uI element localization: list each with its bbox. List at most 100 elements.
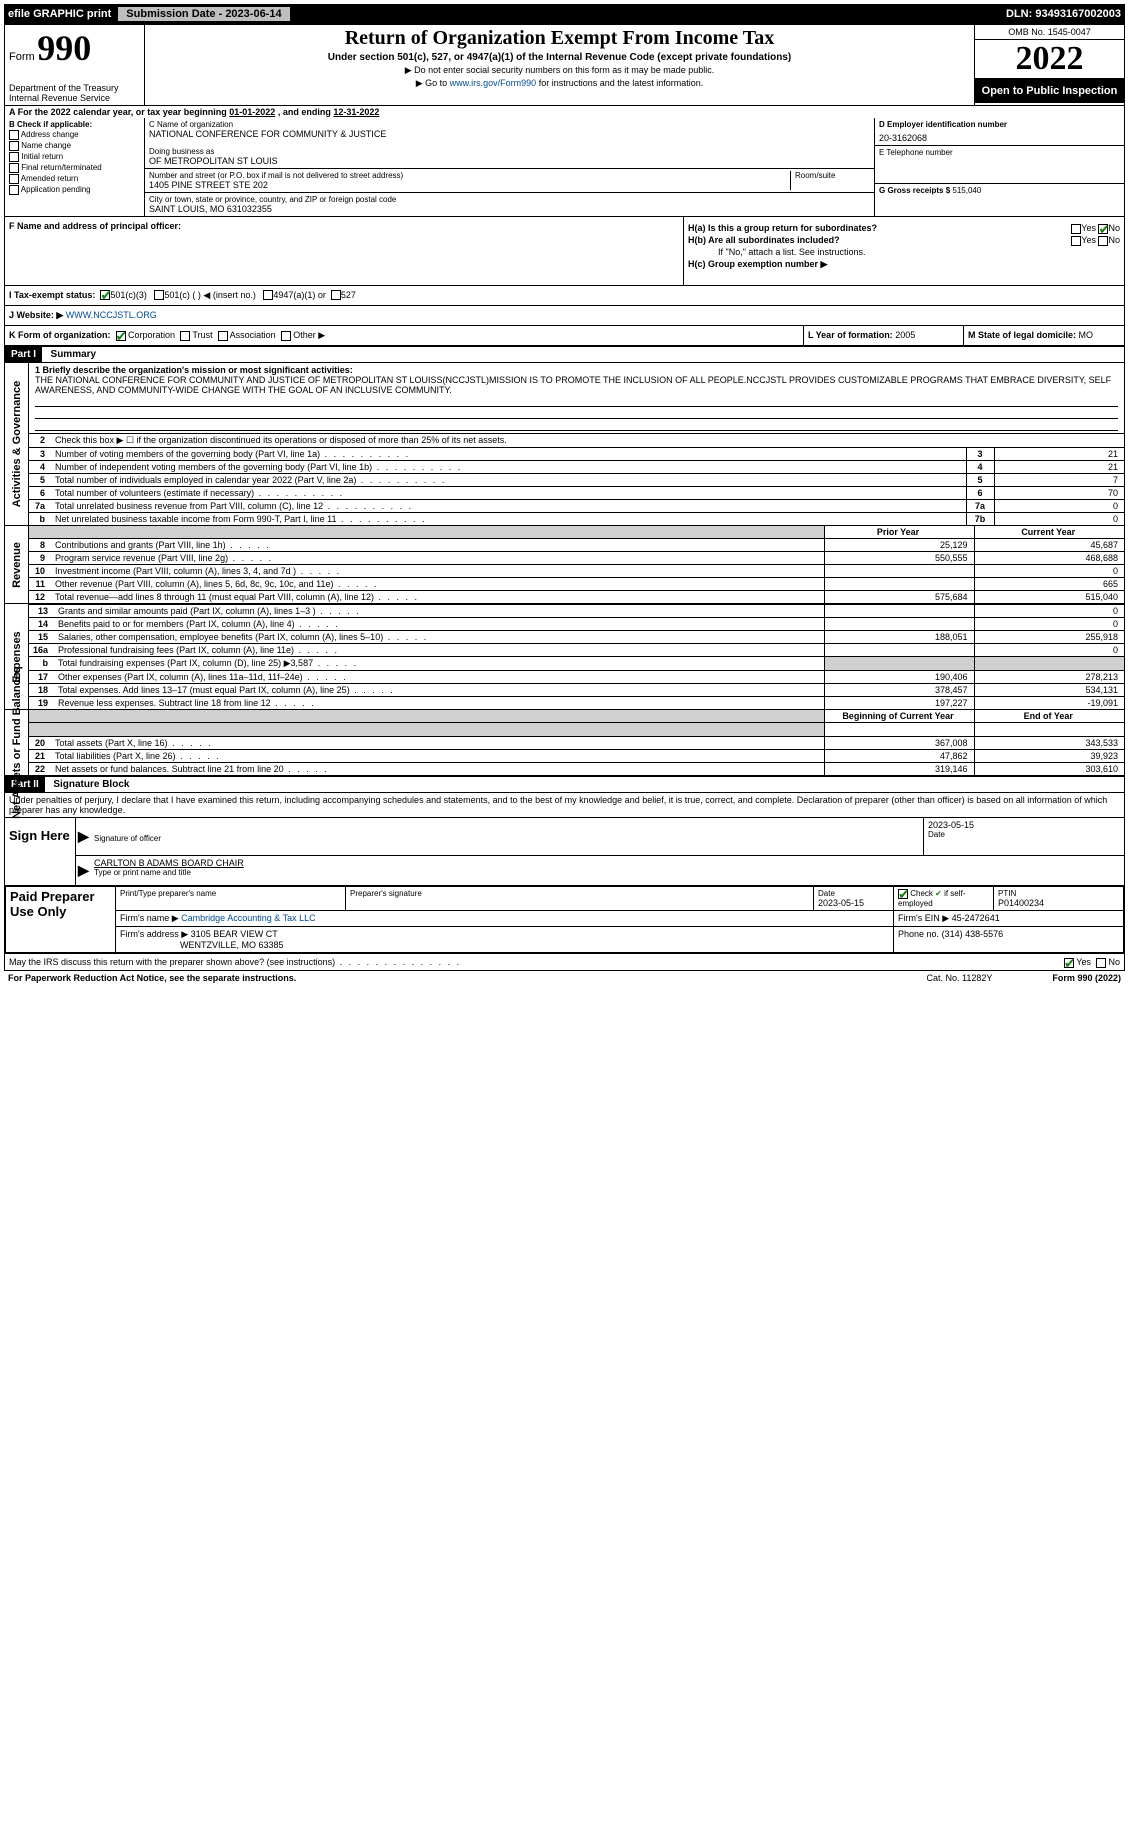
officer-name-title: CARLTON B ADAMS BOARD CHAIR bbox=[94, 858, 1120, 868]
k-label: K Form of organization: bbox=[9, 330, 111, 340]
hb-yes[interactable] bbox=[1071, 236, 1081, 246]
form-container: Form 990 Department of the Treasury Inte… bbox=[4, 24, 1125, 971]
begin-hdr: Beginning of Current Year bbox=[824, 710, 974, 723]
efile-label: efile GRAPHIC print bbox=[8, 8, 111, 20]
net-table: Beginning of Current YearEnd of Year 20T… bbox=[29, 710, 1124, 775]
instr-ssn: ▶ Do not enter social security numbers o… bbox=[149, 65, 970, 76]
may-irs-text: May the IRS discuss this return with the… bbox=[9, 957, 335, 967]
irs-link[interactable]: www.irs.gov/Form990 bbox=[450, 78, 537, 88]
expenses-section: Expenses 13Grants and similar amounts pa… bbox=[5, 604, 1124, 710]
part1-header: Part I Summary bbox=[5, 346, 1124, 363]
section-klm: K Form of organization: Corporation Trus… bbox=[5, 326, 1124, 346]
chk-trust[interactable] bbox=[180, 331, 190, 341]
submission-date-button[interactable]: Submission Date - 2023-06-14 bbox=[117, 6, 290, 22]
chk-initial[interactable]: Initial return bbox=[9, 152, 140, 162]
sig-date-label: Date bbox=[928, 830, 1120, 839]
chk-self-employed[interactable] bbox=[898, 889, 908, 899]
phone-label: E Telephone number bbox=[879, 148, 1120, 157]
section-b-label: B Check if applicable: bbox=[9, 120, 140, 129]
period-a: A For the 2022 calendar year, or tax yea… bbox=[9, 107, 229, 117]
mission-box: 1 Briefly describe the organization's mi… bbox=[29, 363, 1124, 433]
omb-number: OMB No. 1545-0047 bbox=[975, 25, 1124, 40]
city-value: SAINT LOUIS, MO 631032355 bbox=[149, 204, 870, 214]
table-row: 15Salaries, other compensation, employee… bbox=[29, 631, 1124, 644]
chk-other[interactable] bbox=[281, 331, 291, 341]
hb-note: If "No," attach a list. See instructions… bbox=[688, 247, 1120, 257]
firm-name-label: Firm's name ▶ bbox=[120, 913, 179, 923]
end-hdr: End of Year bbox=[974, 710, 1124, 723]
chk-4947[interactable] bbox=[263, 290, 273, 300]
chk-501c[interactable] bbox=[154, 290, 164, 300]
may-irs-yes[interactable] bbox=[1064, 958, 1074, 968]
officer-label: F Name and address of principal officer: bbox=[9, 221, 181, 231]
chk-corp[interactable] bbox=[116, 331, 126, 341]
chk-name[interactable]: Name change bbox=[9, 141, 140, 151]
dept-irs: Internal Revenue Service bbox=[9, 93, 140, 103]
chk-501c3[interactable] bbox=[100, 290, 110, 300]
firm-addr2: WENTZVILLE, MO 63385 bbox=[180, 940, 284, 950]
chk-assoc[interactable] bbox=[218, 331, 228, 341]
firm-phone-label: Phone no. bbox=[898, 929, 939, 939]
dln-label: DLN: 93493167002003 bbox=[1006, 8, 1121, 20]
section-deg: D Employer identification number 20-3162… bbox=[874, 118, 1124, 216]
table-row: 12Total revenue—add lines 8 through 11 (… bbox=[29, 591, 1124, 604]
ha-yes[interactable] bbox=[1071, 224, 1081, 234]
sig-officer-label: Signature of officer bbox=[94, 834, 919, 843]
dba-label: Doing business as bbox=[149, 147, 870, 156]
may-irs-row: May the IRS discuss this return with the… bbox=[5, 953, 1124, 970]
open-public-badge: Open to Public Inspection bbox=[975, 79, 1124, 103]
chk-pending[interactable]: Application pending bbox=[9, 185, 140, 195]
form-label: Form bbox=[9, 51, 35, 63]
table-row: 6Total number of volunteers (estimate if… bbox=[29, 487, 1124, 500]
vlabel-rev: Revenue bbox=[5, 526, 29, 603]
form-title: Return of Organization Exempt From Incom… bbox=[149, 27, 970, 50]
firm-phone: (314) 438-5576 bbox=[942, 929, 1004, 939]
table-row: bNet unrelated business taxable income f… bbox=[29, 513, 1124, 526]
may-irs-no[interactable] bbox=[1096, 958, 1106, 968]
hb-label: H(b) Are all subordinates included? bbox=[688, 235, 840, 245]
ein-value: 20-3162068 bbox=[879, 133, 1120, 143]
chk-527[interactable] bbox=[331, 290, 341, 300]
firm-ein: 45-2472641 bbox=[952, 913, 1000, 923]
firm-ein-label: Firm's EIN ▶ bbox=[898, 913, 949, 923]
arrow-icon: ▶ bbox=[76, 856, 90, 885]
penalty-text: Under penalties of perjury, I declare th… bbox=[5, 793, 1124, 818]
table-row: 10Investment income (Part VIII, column (… bbox=[29, 565, 1124, 578]
dba-value: OF METROPOLITAN ST LOUIS bbox=[149, 156, 870, 166]
table-row: 22Net assets or fund balances. Subtract … bbox=[29, 763, 1124, 776]
website-link[interactable]: WWW.NCCJSTL.ORG bbox=[66, 310, 157, 321]
hb-no[interactable] bbox=[1098, 236, 1108, 246]
curr-hdr: Current Year bbox=[974, 526, 1124, 539]
prep-date-val: 2023-05-15 bbox=[818, 898, 889, 908]
name-label: C Name of organization bbox=[149, 120, 870, 129]
chk-final[interactable]: Final return/terminated bbox=[9, 163, 140, 173]
prep-date-label: Date bbox=[818, 889, 889, 898]
ptin-val: P01400234 bbox=[998, 898, 1119, 908]
header-right: OMB No. 1545-0047 2022 Open to Public In… bbox=[974, 25, 1124, 105]
section-c: C Name of organization NATIONAL CONFEREN… bbox=[145, 118, 874, 216]
ein-label: D Employer identification number bbox=[879, 120, 1120, 129]
street-label: Number and street (or P.O. box if mail i… bbox=[149, 171, 790, 180]
table-row: 5Total number of individuals employed in… bbox=[29, 474, 1124, 487]
section-f: F Name and address of principal officer: bbox=[5, 217, 684, 285]
table-row: 17Other expenses (Part IX, column (A), l… bbox=[29, 671, 1124, 684]
l-label: L Year of formation: bbox=[808, 330, 893, 340]
dept-treasury: Department of the Treasury bbox=[9, 83, 140, 93]
firm-name-link[interactable]: Cambridge Accounting & Tax LLC bbox=[181, 913, 315, 923]
entity-row: B Check if applicable: Address change Na… bbox=[5, 118, 1124, 217]
line2: Check this box ▶ ☐ if the organization d… bbox=[51, 434, 1124, 448]
vlabel-net: Net Assets or Fund Balances bbox=[5, 710, 29, 775]
vlabel-gov: Activities & Governance bbox=[5, 363, 29, 525]
form-ref: Form 990 (2022) bbox=[1052, 973, 1121, 983]
header-left: Form 990 Department of the Treasury Inte… bbox=[5, 25, 145, 105]
chk-address[interactable]: Address change bbox=[9, 130, 140, 140]
gov-table: 2Check this box ▶ ☐ if the organization … bbox=[29, 433, 1124, 525]
chk-amended[interactable]: Amended return bbox=[9, 174, 140, 184]
paid-preparer-table: Paid Preparer Use Only Print/Type prepar… bbox=[5, 886, 1124, 953]
prep-name-label: Print/Type preparer's name bbox=[120, 889, 341, 898]
pra-notice: For Paperwork Reduction Act Notice, see … bbox=[8, 973, 296, 983]
gross-label: G Gross receipts $ bbox=[879, 186, 950, 195]
l-value: 2005 bbox=[895, 330, 915, 340]
table-row: 18Total expenses. Add lines 13–17 (must … bbox=[29, 684, 1124, 697]
ha-no[interactable] bbox=[1098, 224, 1108, 234]
